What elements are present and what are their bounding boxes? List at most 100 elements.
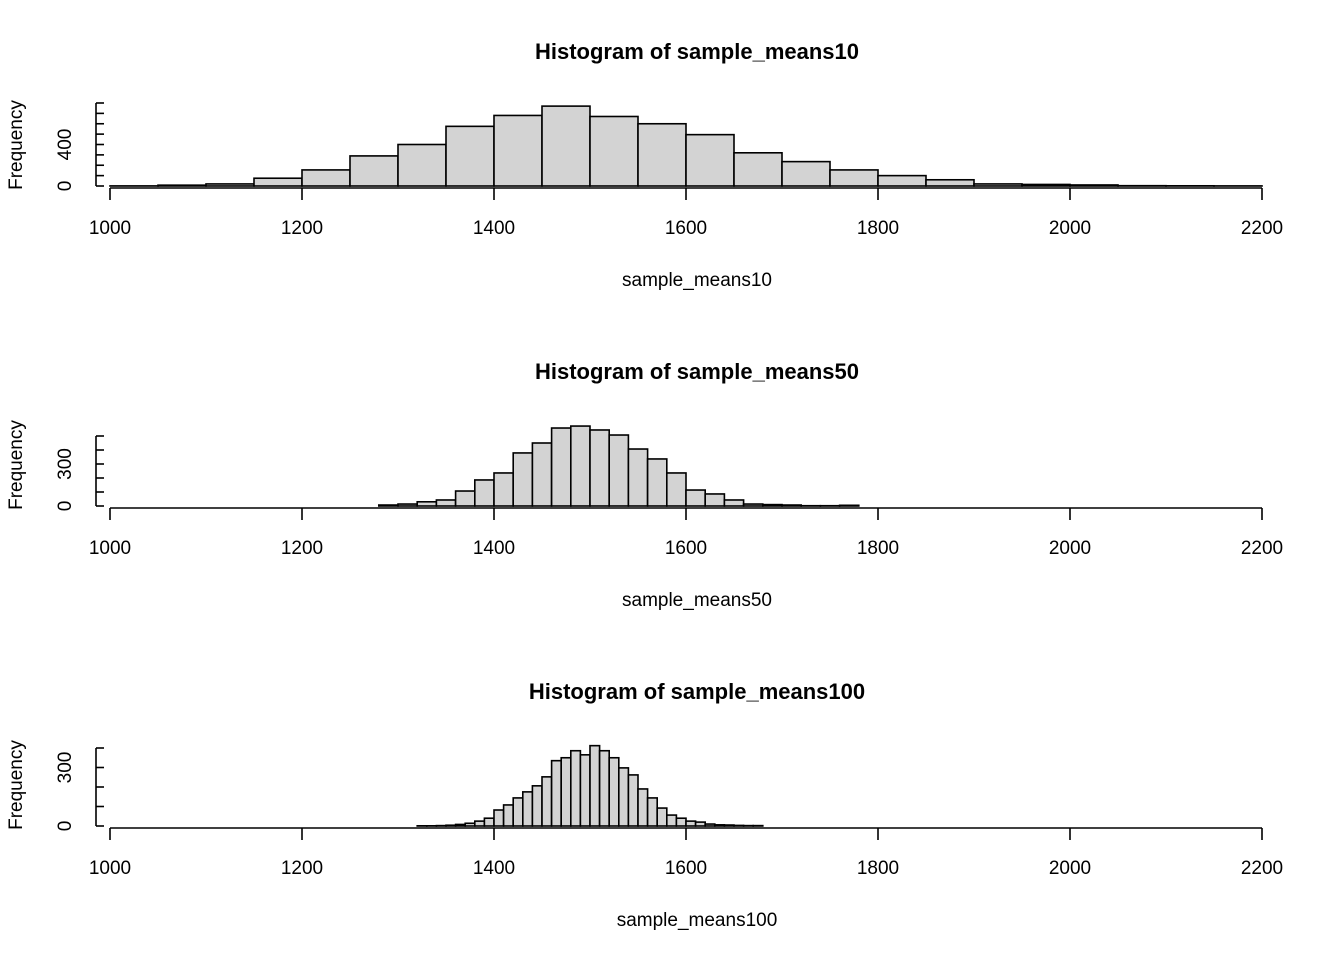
x-tick-label: 1200: [281, 218, 323, 239]
bar: [589, 429, 611, 507]
bar: [925, 178, 975, 187]
bar: [608, 434, 630, 507]
bar: [694, 821, 706, 827]
bar: [685, 133, 735, 187]
x-tick-label: 2000: [1049, 538, 1091, 559]
chart-title: Histogram of sample_means100: [529, 679, 865, 704]
bar: [733, 152, 783, 187]
x-axis-label: sample_means100: [617, 910, 778, 931]
bar: [589, 744, 601, 827]
y-tick-label: 0: [55, 821, 76, 832]
x-tick-label: 1000: [89, 538, 131, 559]
bar: [627, 774, 639, 827]
bar: [1021, 183, 1071, 187]
bar: [531, 785, 543, 827]
bar: [617, 767, 630, 827]
bar: [502, 804, 515, 827]
bar: [541, 105, 591, 187]
bar: [829, 169, 879, 187]
bar: [781, 504, 803, 507]
bar: [733, 824, 745, 827]
bar: [704, 823, 716, 827]
x-tick-label: 1200: [281, 538, 323, 559]
x-tick-label: 1800: [857, 218, 899, 239]
bar: [656, 807, 668, 827]
bar: [435, 499, 457, 507]
x-tick-label: 1800: [857, 538, 899, 559]
bar: [493, 809, 505, 827]
bar: [454, 490, 476, 507]
x-tick-label: 1000: [89, 858, 131, 879]
bar: [550, 427, 572, 507]
bar: [493, 114, 543, 187]
y-tick-label: 300: [55, 448, 76, 480]
bar: [646, 797, 658, 827]
x-tick-label: 1800: [857, 858, 899, 879]
bar: [205, 183, 255, 187]
bar: [569, 749, 582, 827]
bar: [1069, 184, 1119, 187]
bar: [512, 452, 534, 507]
bar: [877, 174, 927, 187]
bar: [637, 122, 687, 187]
bar: [761, 503, 783, 507]
bar: [646, 458, 668, 507]
bar: [685, 489, 707, 507]
x-tick-label: 2200: [1241, 858, 1283, 879]
bar: [445, 824, 457, 827]
x-tick-label: 1400: [473, 218, 515, 239]
x-tick-label: 2200: [1241, 218, 1283, 239]
y-tick-label: 0: [55, 181, 76, 192]
bar: [589, 115, 639, 187]
bar: [627, 448, 649, 507]
x-axis-label: sample_means50: [622, 590, 772, 611]
bar: [301, 169, 351, 187]
bar: [569, 425, 591, 507]
x-tick-label: 2000: [1049, 218, 1091, 239]
x-tick-label: 1400: [473, 858, 515, 879]
bar: [473, 479, 495, 507]
bar: [665, 814, 678, 827]
bar: [493, 472, 515, 507]
bar: [713, 824, 726, 827]
bar: [445, 125, 495, 187]
bar: [665, 472, 687, 507]
chart-title: Histogram of sample_means10: [535, 39, 859, 64]
bar: [454, 823, 467, 827]
bar: [637, 788, 649, 827]
bar: [704, 493, 726, 507]
x-axis-label: sample_means10: [622, 270, 772, 291]
bar: [742, 503, 764, 507]
bar: [598, 749, 610, 827]
x-tick-label: 1600: [665, 858, 707, 879]
bar: [483, 817, 495, 827]
y-axis-label: Frequency: [6, 100, 27, 190]
bar: [723, 499, 745, 507]
x-tick-label: 1600: [665, 538, 707, 559]
bar: [675, 817, 687, 827]
x-tick-label: 1600: [665, 218, 707, 239]
bar: [416, 500, 438, 507]
bar: [550, 759, 562, 827]
bar: [531, 442, 553, 507]
bar: [377, 504, 399, 507]
bar: [723, 824, 735, 827]
bar: [838, 504, 860, 507]
bar: [973, 183, 1023, 187]
bar: [521, 791, 534, 827]
bar: [560, 756, 572, 827]
x-tick-label: 2200: [1241, 538, 1283, 559]
bar: [473, 820, 486, 827]
bar: [464, 822, 476, 827]
y-tick-label: 400: [55, 129, 76, 161]
bar: [608, 756, 620, 827]
bar: [253, 177, 303, 187]
bar: [579, 754, 591, 827]
x-tick-label: 2000: [1049, 858, 1091, 879]
bar: [349, 155, 399, 187]
y-axis-label: Frequency: [6, 740, 27, 830]
bar: [541, 776, 553, 827]
y-tick-label: 300: [55, 752, 76, 784]
bar: [685, 820, 697, 827]
